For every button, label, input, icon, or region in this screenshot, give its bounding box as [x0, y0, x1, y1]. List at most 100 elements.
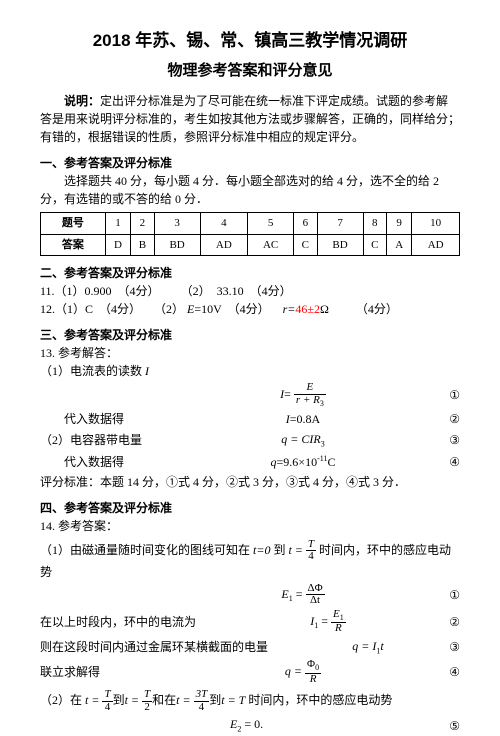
eq3-sub: 3	[321, 440, 325, 449]
frac-t4: T4	[306, 539, 316, 563]
circled-3b: ③	[436, 638, 460, 656]
q14-5-teq1: t =	[85, 693, 102, 707]
intro-label: 说明：	[64, 94, 100, 108]
eq8-num: Φ0	[305, 659, 321, 674]
table-cell: C	[294, 234, 318, 256]
table-row: 答案 D B BD AD AC C BD C A AD	[41, 234, 460, 256]
section-4-heading: 四、参考答案及评分标准	[40, 499, 460, 517]
q13-grading: 评分标准：本题 14 分，①式 4 分，②式 3 分，③式 4 分，④式 3 分…	[40, 473, 460, 491]
eq8-fraction: Φ0 R	[305, 659, 321, 685]
q12-score: （4分）	[356, 302, 398, 316]
q11-part2: （2） 33.10 （4分）	[181, 284, 292, 298]
q14-5e: 时间内，环中的感应电动势	[245, 693, 392, 707]
table-cell: 4	[200, 213, 248, 235]
circled-1: ①	[436, 386, 460, 404]
table-cell: D	[105, 234, 130, 256]
circled-4b: ④	[436, 663, 460, 681]
table-cell: AC	[248, 234, 294, 256]
q14-5-text: （2）在 t = T4到t = T2和在t = 3T4到t = T 时间内，环中…	[40, 689, 460, 713]
q14-heading: 14. 参考答案：	[40, 517, 460, 535]
eq2-label: 代入数据得	[40, 410, 170, 428]
table-cell: B	[131, 234, 155, 256]
q12-r-red: 46±2	[295, 302, 320, 316]
table-cell: 10	[412, 213, 460, 235]
table-cell: 8	[363, 213, 387, 235]
q11-part1: 11.（1）0.900 （4分）	[40, 284, 160, 298]
q13-1-text: （1）电流表的读数 I	[40, 362, 460, 380]
q12-part1: 12.（1）C （4分）	[40, 302, 141, 316]
eq4-val: =9.6×10	[277, 455, 318, 469]
circled-5b: ⑤	[436, 717, 460, 735]
table-cell: 5	[248, 213, 294, 235]
equation-4: 代入数据得 q=9.6×10-11C ④	[40, 453, 460, 471]
q14-5d: 到	[209, 693, 221, 707]
eq1-fraction: E r + R3	[294, 382, 326, 408]
q14-1-text: （1）由磁通量随时间变化的图线可知在 t=0 到 t = T4 时间内，环中的感…	[40, 539, 460, 581]
q11-line: 11.（1）0.900 （4分） （2） 33.10 （4分）	[40, 282, 460, 300]
q12-part2c: =10V （4分）	[194, 302, 269, 316]
table-cell: 9	[387, 213, 412, 235]
doc-subtitle: 物理参考答案和评分意见	[40, 60, 460, 83]
section-1-heading: 一、参考答案及评分标准	[40, 154, 460, 172]
table-cell: 1	[105, 213, 130, 235]
circled-4: ④	[436, 453, 460, 471]
doc-title: 2018 年苏、锡、常、镇高三教学情况调研	[40, 28, 460, 54]
table-cell: AD	[200, 234, 248, 256]
q14-5b: 到	[113, 693, 125, 707]
q14-5-teq2: t =	[125, 693, 142, 707]
eq1-den: r + R3	[294, 395, 326, 409]
q14-1a: （1）由磁通量随时间变化的图线可知在	[40, 542, 253, 556]
eq8-lhs: q =	[285, 664, 305, 678]
equation-9: E2 = 0. ⑤	[40, 715, 460, 735]
section-1-note: 选择题共 40 分，每小题 4 分．每小题全部选对的给 4 分，选不全的给 2 …	[40, 172, 460, 208]
table-cell: 7	[317, 213, 363, 235]
q14-to: 到	[270, 542, 288, 556]
eq5-fraction: ΔΦ Δt	[306, 583, 325, 607]
intro-text: 定出评分标准是为了尽可能在统一标准下评定成绩。试题的参考解答是用来说明评分标准的…	[40, 94, 460, 144]
q12-part2: （2）	[154, 302, 184, 316]
table-cell: 6	[294, 213, 318, 235]
q12-r-pre: r=	[283, 302, 296, 316]
q12-line: 12.（1）C （4分） （2） E=10V （4分） r=46±2Ω （4分）	[40, 300, 460, 318]
frac-3t4: 3T4	[194, 689, 210, 713]
q12-r-post: Ω	[320, 302, 329, 316]
eq5-eq: =	[293, 586, 306, 600]
equation-8: 联立求解得 q = Φ0 R ④	[40, 659, 460, 685]
q14-3-label: 则在这段时间内通过金属环某横截面的电量	[40, 638, 300, 656]
table-cell: BD	[154, 234, 200, 256]
eq1-eq: =	[284, 387, 291, 401]
eq7-var2: t	[380, 639, 383, 653]
equation-3: （2）电容器带电量 q = CIR3 ③	[40, 430, 460, 450]
table-ans-label: 答案	[41, 234, 106, 256]
eq2-val: =0.8A	[290, 412, 320, 426]
table-cell: C	[363, 234, 387, 256]
q13-heading: 13. 参考解答：	[40, 344, 460, 362]
table-cell: 3	[154, 213, 200, 235]
eq5-den: Δt	[306, 595, 325, 607]
equation-7: 则在这段时间内通过金属环某横截面的电量 q = I1t ③	[40, 637, 460, 657]
eq6-num: E1	[331, 609, 346, 624]
equation-6: 在以上时段内，环中的电流为 I1 = E1 R ②	[40, 609, 460, 635]
eq9-lhs: E	[230, 717, 237, 731]
eq4-unit: C	[327, 455, 335, 469]
eq6-eq: =	[318, 614, 331, 628]
q14-teq: t =	[288, 542, 305, 556]
q14-5c: 和在	[152, 693, 176, 707]
eq6-fraction: E1 R	[331, 609, 346, 635]
section-2-heading: 二、参考答案及评分标准	[40, 264, 460, 282]
equation-5: E1 = ΔΦ Δt ①	[40, 583, 460, 607]
q14-t0: t=0	[253, 542, 270, 556]
intro-paragraph: 说明：定出评分标准是为了尽可能在统一标准下评定成绩。试题的参考解答是用来说明评分…	[40, 92, 460, 146]
q14-5a: （2）在	[40, 693, 85, 707]
table-cell: A	[387, 234, 412, 256]
circled-1b: ①	[436, 586, 460, 604]
q14-5-tT: t = T	[221, 693, 245, 707]
q14-5-teq3: t =	[176, 693, 193, 707]
circled-3: ③	[436, 431, 460, 449]
equation-2: 代入数据得 I=0.8A ②	[40, 410, 460, 428]
q14-2-label: 在以上时段内，环中的电流为	[40, 613, 220, 631]
eq4-exp: -11	[317, 454, 327, 463]
q12-r-expr: r=46±2Ω	[283, 302, 332, 316]
answers-table: 题号 1 2 3 4 5 6 7 8 9 10 答案 D B BD AD AC …	[40, 212, 460, 256]
eq3-expr: q = CIR	[281, 432, 320, 446]
